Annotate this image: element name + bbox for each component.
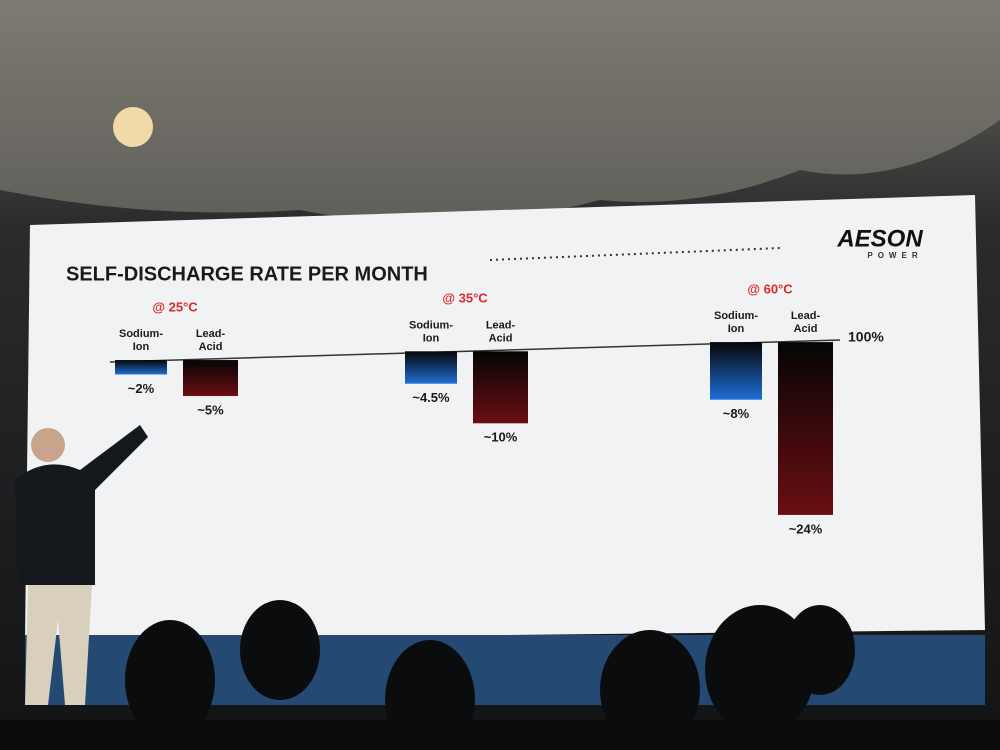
series-label: Sodium-Ion [714,310,758,335]
value-label: ~4.5% [412,390,450,405]
bar [405,351,457,384]
title-rule [489,247,781,261]
value-label: ~8% [723,406,750,421]
value-label: ~24% [789,521,823,536]
bar [115,360,167,375]
presenter [15,425,148,705]
value-label: ~2% [128,381,155,396]
category-label: @ 35°C [442,291,488,306]
value-label: ~5% [197,402,224,417]
series-label: Sodium-Ion [409,319,453,344]
chart-title: SELF-DISCHARGE RATE PER MONTH [66,263,428,285]
baseline-label: 100% [848,329,884,345]
ceiling-lamp [113,107,153,147]
logo-name: AESON [836,225,923,252]
category-label: @ 25°C [152,299,198,314]
bar [473,351,528,424]
series-label: Sodium-Ion [119,328,163,353]
ceiling-drapes [0,0,1000,223]
bar [778,342,833,515]
series-label: Lead-Acid [486,319,516,344]
category-label: @ 60°C [747,282,793,297]
series-label: Lead-Acid [196,328,226,353]
logo-tagline: POWER [867,251,922,260]
bar [183,360,238,397]
audience [0,600,1000,750]
series-label: Lead-Acid [791,310,821,335]
chart: 100% @ 25°C Sodium-Ion ~2% Lead-Acid ~5% @ 35°… [109,282,884,536]
value-label: ~10% [484,430,518,445]
bar [710,342,762,400]
